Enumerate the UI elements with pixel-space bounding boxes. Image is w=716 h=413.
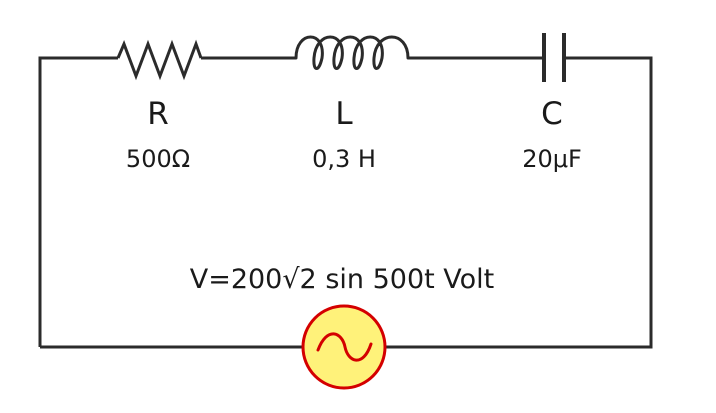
ac-source-icon bbox=[301, 304, 387, 390]
inductor-icon bbox=[294, 35, 410, 70]
resistor-symbol: R bbox=[147, 96, 169, 132]
wire-top-right bbox=[386, 56, 653, 349]
inductor-value: 0,3 H bbox=[312, 145, 376, 173]
wire-top-left bbox=[38, 56, 118, 347]
source-equation: V=200√2 sin 500t Volt bbox=[189, 264, 495, 295]
capacitor-icon bbox=[542, 33, 566, 82]
circuit-wires bbox=[38, 56, 653, 349]
capacitor-symbol: C bbox=[541, 96, 563, 132]
resistor-icon bbox=[116, 39, 203, 81]
inductor-symbol: L bbox=[335, 96, 353, 132]
resistor-value: 500Ω bbox=[125, 145, 191, 173]
capacitor-value: 20μF bbox=[522, 145, 582, 173]
